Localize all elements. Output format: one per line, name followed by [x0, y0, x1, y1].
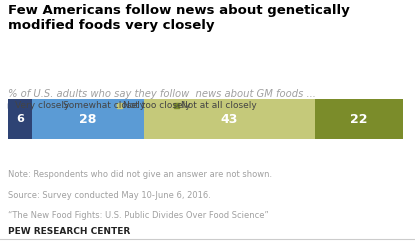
- Text: PEW RESEARCH CENTER: PEW RESEARCH CENTER: [8, 227, 131, 236]
- Text: Not at all closely: Not at all closely: [181, 101, 256, 110]
- Text: % of U.S. adults who say they follow  news about GM foods ...: % of U.S. adults who say they follow new…: [8, 89, 316, 99]
- Text: “The New Food Fights: U.S. Public Divides Over Food Science”: “The New Food Fights: U.S. Public Divide…: [8, 211, 269, 220]
- Bar: [32, 99, 144, 139]
- Bar: [8, 99, 32, 139]
- Text: Not too closely: Not too closely: [123, 101, 191, 110]
- Text: Very closely: Very closely: [15, 101, 69, 110]
- Bar: [315, 99, 403, 139]
- Text: Somewhat closely: Somewhat closely: [63, 101, 145, 110]
- Text: 6: 6: [16, 114, 24, 124]
- Text: 43: 43: [221, 113, 238, 126]
- Text: Few Americans follow news about genetically
modified foods very closely: Few Americans follow news about genetica…: [8, 4, 350, 32]
- Text: Note: Respondents who did not give an answer are not shown.: Note: Respondents who did not give an an…: [8, 170, 272, 179]
- Text: Source: Survey conducted May 10-June 6, 2016.: Source: Survey conducted May 10-June 6, …: [8, 191, 211, 200]
- Text: 28: 28: [79, 113, 97, 126]
- Bar: [144, 99, 315, 139]
- Text: 22: 22: [350, 113, 368, 126]
